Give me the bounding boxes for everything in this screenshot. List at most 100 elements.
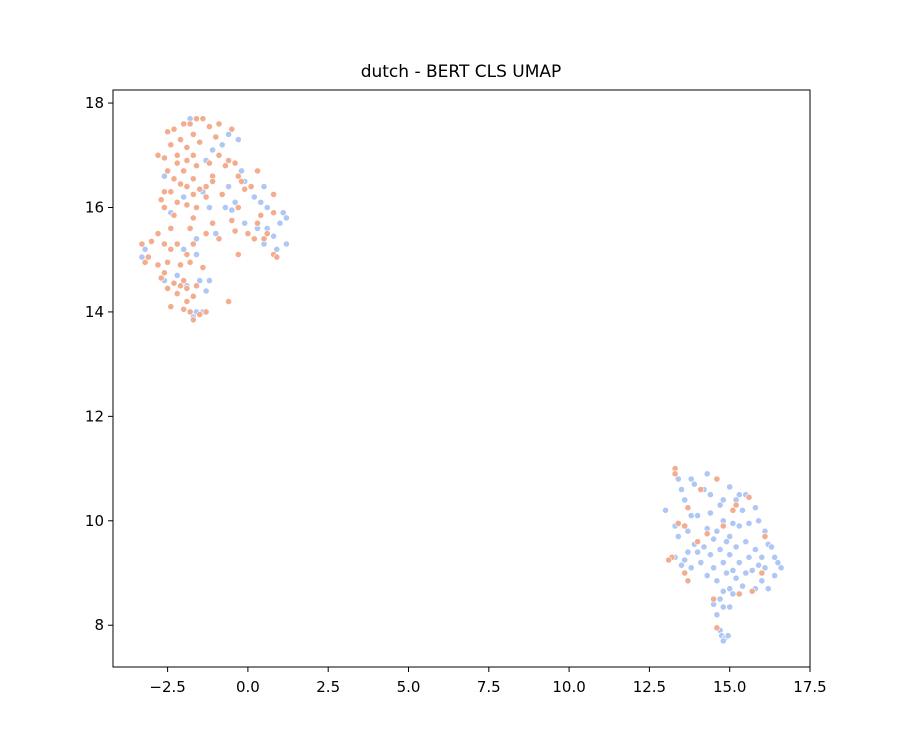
data-point xyxy=(758,569,766,577)
data-point xyxy=(154,230,162,237)
data-point xyxy=(694,512,701,519)
data-point xyxy=(141,245,149,253)
data-point xyxy=(186,224,194,232)
data-point xyxy=(710,564,717,572)
data-point xyxy=(193,235,200,243)
data-point xyxy=(684,548,692,556)
data-point xyxy=(707,551,714,559)
data-point xyxy=(263,230,271,237)
data-point xyxy=(160,154,168,162)
data-point xyxy=(729,590,737,598)
data-point xyxy=(742,569,750,577)
data-point xyxy=(703,530,711,538)
data-point xyxy=(193,282,200,290)
data-point xyxy=(719,522,727,530)
data-point xyxy=(196,138,204,146)
data-point xyxy=(167,141,175,149)
data-point xyxy=(215,151,223,159)
data-point xyxy=(173,290,181,297)
data-point xyxy=(205,204,213,211)
y-tick-label: 16 xyxy=(85,198,104,216)
data-point xyxy=(724,632,732,640)
data-point xyxy=(768,543,775,551)
data-point xyxy=(764,585,772,593)
data-point xyxy=(719,559,727,566)
chart-title: dutch - BERT CLS UMAP xyxy=(361,62,562,82)
data-point xyxy=(719,637,727,645)
data-point xyxy=(687,512,695,519)
data-point xyxy=(713,527,721,535)
data-point xyxy=(691,480,698,488)
data-point xyxy=(205,277,213,284)
data-point xyxy=(755,517,762,525)
data-point xyxy=(202,287,210,295)
data-point xyxy=(196,311,204,318)
data-point xyxy=(189,292,197,300)
x-tick-label: 7.5 xyxy=(477,678,501,696)
data-point xyxy=(719,496,727,504)
data-point xyxy=(209,219,216,227)
data-point xyxy=(193,162,200,170)
data-point xyxy=(183,201,191,209)
data-point xyxy=(739,506,746,514)
data-point xyxy=(671,470,679,478)
data-point xyxy=(193,115,200,123)
data-point xyxy=(231,159,239,167)
data-point xyxy=(241,185,249,193)
data-point xyxy=(713,624,721,632)
data-point xyxy=(209,177,216,185)
data-point xyxy=(164,284,171,292)
data-point xyxy=(716,595,724,603)
data-point xyxy=(726,483,734,491)
data-point xyxy=(209,146,216,154)
data-point xyxy=(694,548,701,556)
data-point xyxy=(199,115,207,123)
data-point xyxy=(270,209,277,217)
data-point xyxy=(141,258,149,266)
data-point xyxy=(160,204,168,211)
data-point xyxy=(177,282,184,290)
data-point xyxy=(270,232,277,240)
data-point xyxy=(270,190,277,198)
data-point xyxy=(700,543,708,551)
data-point xyxy=(189,190,197,198)
data-point xyxy=(703,470,711,478)
data-point xyxy=(713,611,721,619)
data-point xyxy=(186,258,194,266)
data-point xyxy=(257,211,265,219)
x-tick-label: 0.0 xyxy=(236,678,260,696)
data-point xyxy=(710,595,717,603)
data-point xyxy=(703,572,711,579)
data-point xyxy=(199,264,207,271)
data-point xyxy=(221,162,229,170)
data-point xyxy=(164,128,171,136)
data-point xyxy=(684,577,692,585)
data-point xyxy=(697,559,705,566)
data-point xyxy=(282,214,290,222)
data-point xyxy=(173,240,181,248)
data-point xyxy=(662,506,669,514)
data-point xyxy=(180,245,188,253)
data-point xyxy=(687,564,695,572)
data-point xyxy=(732,501,740,509)
data-point xyxy=(238,177,245,185)
data-point xyxy=(196,185,204,193)
data-point xyxy=(276,219,284,227)
data-point xyxy=(752,546,759,553)
data-point xyxy=(183,143,191,151)
data-point xyxy=(228,217,236,224)
data-point xyxy=(735,522,743,530)
data-point xyxy=(726,551,734,559)
data-point xyxy=(745,553,753,561)
y-tick-label: 14 xyxy=(85,303,104,321)
data-point xyxy=(755,561,762,569)
y-tick-label: 12 xyxy=(85,407,104,425)
data-point xyxy=(189,151,197,159)
data-point xyxy=(205,123,213,130)
data-point xyxy=(193,251,200,258)
data-point xyxy=(144,253,152,261)
data-point xyxy=(180,167,188,175)
data-point xyxy=(748,567,756,574)
